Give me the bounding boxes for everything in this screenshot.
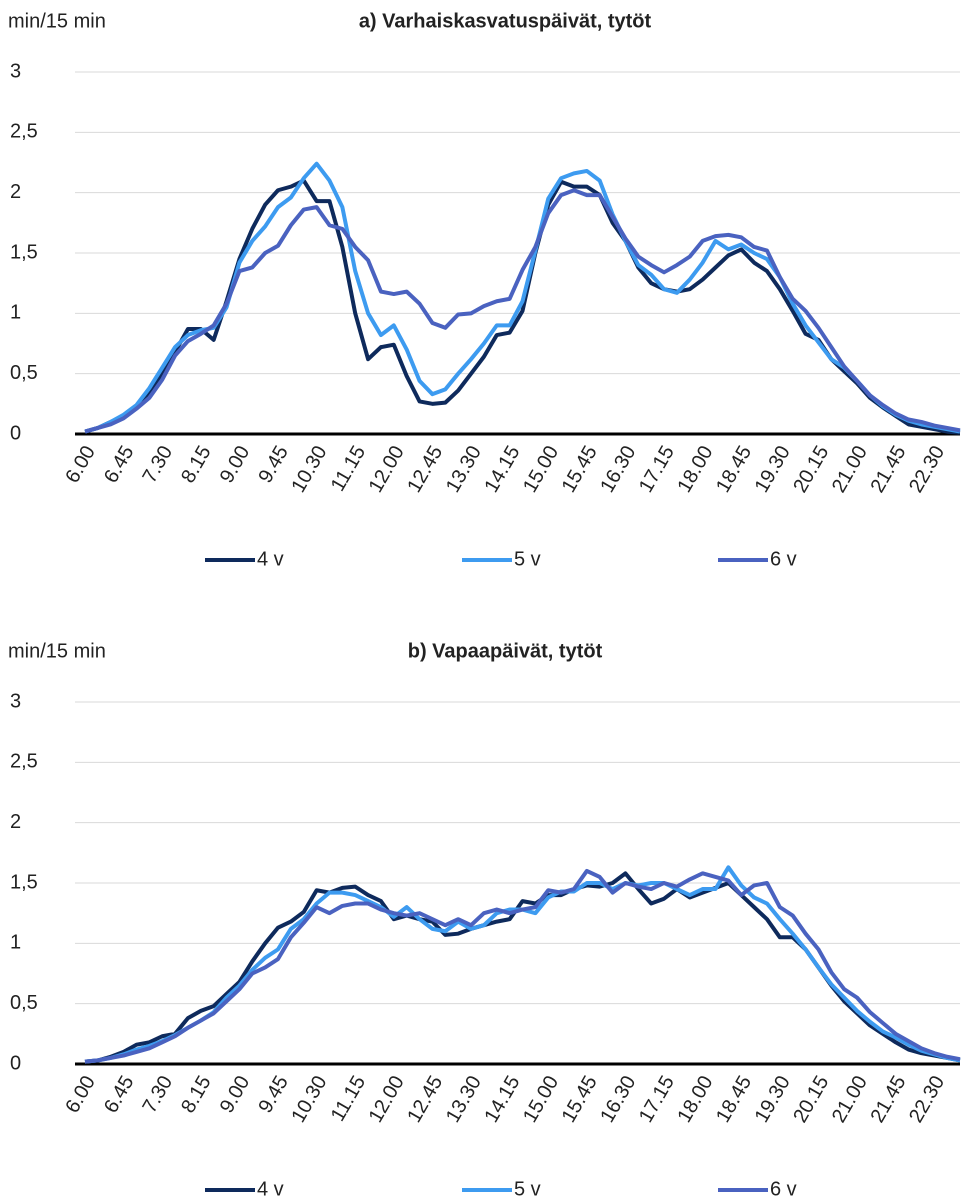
x-tick-label: 9.45 [254, 442, 293, 487]
x-tick-label: 11.15 [327, 1072, 370, 1125]
x-tick-label: 21.00 [828, 442, 872, 496]
x-tick-label: 19.30 [751, 1072, 795, 1126]
x-tick-label: 9.00 [216, 442, 255, 487]
y-axis-label: min/15 min [8, 640, 106, 662]
x-tick-label: 9.00 [216, 1072, 255, 1117]
y-tick-label: 2,5 [10, 121, 38, 143]
x-tick-label: 16.30 [596, 1072, 640, 1126]
x-tick-label: 15.45 [558, 1072, 602, 1126]
legend-label: 6 v [770, 548, 797, 570]
y-tick-label: 0 [10, 422, 21, 444]
x-tick-label: 10.30 [287, 442, 331, 496]
legend-label: 5 v [514, 1178, 541, 1200]
legend-label: 6 v [770, 1178, 797, 1200]
x-tick-label: 13.30 [442, 1072, 486, 1126]
x-tick-label: 17.15 [635, 1072, 679, 1126]
legend-label: 5 v [514, 548, 541, 570]
x-tick-label: 19.30 [751, 442, 795, 496]
x-tick-label: 20.15 [789, 1072, 833, 1126]
x-tick-label: 6.00 [61, 442, 100, 487]
x-tick-label: 10.30 [287, 1072, 331, 1126]
x-tick-label: 22.30 [905, 442, 949, 496]
y-tick-label: 2 [10, 181, 21, 203]
x-tick-label: 16.30 [596, 442, 640, 496]
x-tick-label: 22.30 [905, 1072, 949, 1126]
x-tick-label: 6.45 [100, 442, 139, 487]
chart-title: b) Vapaapäivät, tytöt [408, 640, 603, 662]
y-tick-label: 1,5 [10, 241, 38, 263]
x-tick-label: 12.00 [365, 442, 409, 496]
x-tick-label: 11.15 [327, 442, 370, 495]
x-tick-label: 7.30 [139, 442, 178, 487]
y-tick-label: 2,5 [10, 751, 38, 773]
x-tick-label: 21.45 [866, 1072, 910, 1126]
x-tick-label: 12.00 [365, 1072, 409, 1126]
x-tick-label: 15.00 [519, 442, 563, 496]
series-line [84, 178, 961, 435]
y-tick-label: 3 [10, 690, 21, 712]
y-tick-label: 1 [10, 932, 21, 954]
series-line [84, 868, 961, 1064]
x-tick-label: 18.00 [673, 442, 717, 496]
y-tick-label: 0,5 [10, 362, 38, 384]
x-tick-label: 17.15 [635, 442, 679, 496]
x-tick-label: 21.00 [828, 1072, 872, 1126]
x-tick-label: 12.45 [403, 1072, 447, 1126]
x-tick-label: 8.15 [177, 442, 216, 487]
series-line [84, 188, 961, 434]
y-tick-label: 0 [10, 1052, 21, 1074]
x-tick-label: 18.45 [712, 442, 756, 496]
y-tick-label: 3 [10, 60, 21, 82]
x-tick-label: 14.15 [480, 1072, 524, 1126]
x-tick-label: 9.45 [254, 1072, 293, 1117]
y-tick-label: 1 [10, 302, 21, 324]
chart: min/15 min a) Varhaiskasvatuspäivät, tytö… [8, 10, 961, 570]
legend-label: 4 v [257, 1178, 284, 1200]
x-tick-label: 15.00 [519, 1072, 563, 1126]
series-line [84, 161, 961, 434]
y-tick-label: 1,5 [10, 871, 38, 893]
y-tick-label: 0,5 [10, 992, 38, 1014]
chart: min/15 min b) Vapaapäivät, tytöt 0 0,5 1 1,5 2… [8, 640, 961, 1200]
x-tick-label: 12.45 [403, 442, 447, 496]
chart-title: a) Varhaiskasvatuspäivät, tytöt [359, 10, 652, 32]
x-tick-label: 6.45 [100, 1072, 139, 1117]
y-axis-label: min/15 min [8, 10, 106, 32]
x-tick-label: 13.30 [442, 442, 486, 496]
x-tick-label: 14.15 [480, 442, 524, 496]
x-tick-label: 8.15 [177, 1072, 216, 1117]
x-tick-label: 15.45 [558, 442, 602, 496]
x-tick-label: 20.15 [789, 442, 833, 496]
legend-label: 4 v [257, 548, 284, 570]
x-tick-label: 6.00 [61, 1072, 100, 1117]
x-tick-label: 18.45 [712, 1072, 756, 1126]
x-tick-label: 21.45 [866, 442, 910, 496]
y-tick-label: 2 [10, 811, 21, 833]
x-tick-label: 7.30 [139, 1072, 178, 1117]
x-tick-label: 18.00 [673, 1072, 717, 1126]
